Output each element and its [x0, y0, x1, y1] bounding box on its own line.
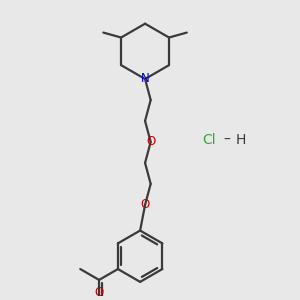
Text: N: N [141, 73, 149, 85]
Text: H: H [236, 133, 246, 147]
Text: O: O [140, 198, 150, 212]
Text: O: O [146, 135, 155, 148]
Text: –: – [224, 133, 230, 147]
Text: Cl: Cl [202, 133, 216, 147]
Text: O: O [94, 286, 104, 299]
